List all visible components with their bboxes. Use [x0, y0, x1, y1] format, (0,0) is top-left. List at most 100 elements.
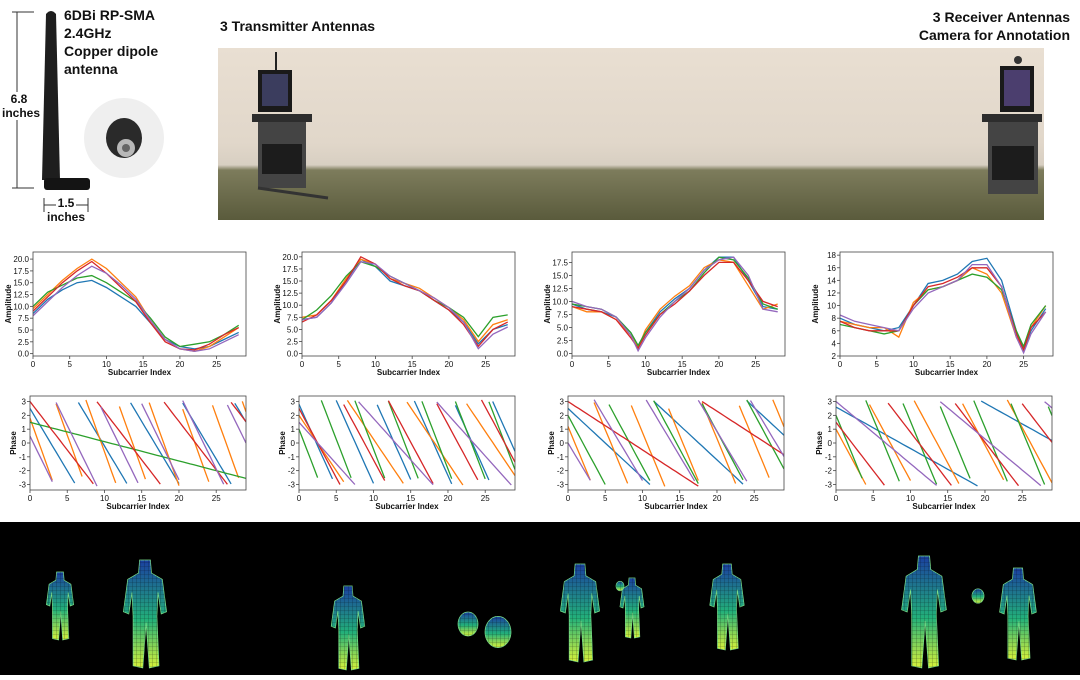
series-line-1 [568, 400, 784, 485]
series-line-2 [836, 399, 1052, 485]
x-tick-label: 10 [102, 360, 111, 369]
x-tick-label: 0 [28, 494, 33, 503]
transmitter-station [252, 52, 329, 200]
y-tick-label: 10.0 [282, 301, 298, 310]
y-tick-label: 5.0 [18, 326, 30, 335]
y-tick-label: -2 [19, 467, 27, 476]
y-tick-label: 4 [832, 339, 837, 348]
y-axis-label: Phase [815, 431, 824, 455]
series-line-3 [836, 400, 1052, 485]
x-tick-label: 5 [65, 494, 70, 503]
mesh-annotation-drawing [46, 555, 1037, 671]
y-tick-label: 2 [291, 411, 296, 420]
x-tick-label: 15 [137, 494, 146, 503]
y-tick-label: 1 [22, 425, 27, 434]
width-unit: inches [46, 210, 85, 224]
antenna-spec-line-1: 6DBi RP-SMA [64, 7, 156, 23]
transmitter-pc [262, 144, 302, 174]
receiver-pc [992, 146, 1034, 180]
series-line-4 [840, 267, 1047, 352]
mesh-object-2 [484, 616, 512, 648]
x-tick-label: 15 [408, 360, 417, 369]
mesh-object-1 [457, 611, 479, 637]
height-value: 6.8 [10, 92, 28, 106]
y-tick-label: 5.0 [287, 325, 299, 334]
x-axis-label: Subcarrier Index [375, 502, 439, 511]
chart-4: 0 5 10 15 20 25 2 4 6 8 10 12 14 16 18 Subcarrier Index… [811, 251, 1054, 377]
receiver-screen [1004, 70, 1030, 106]
series-line-3 [840, 273, 1047, 349]
chart-8: 0 5 10 15 20 25 -3 -2 -1 0 1 2 3 Subcarrier Index Phas… [815, 395, 1053, 511]
x-tick-label: 0 [834, 494, 839, 503]
receiver-station [982, 56, 1042, 194]
antenna-spec-line-3: Copper dipole antenna [64, 43, 159, 77]
series-line-1 [30, 402, 246, 485]
y-tick-label: 17.5 [282, 265, 298, 274]
room-photo [218, 48, 1044, 220]
y-tick-label: 10 [827, 302, 836, 311]
series-line-1 [840, 257, 1047, 352]
x-tick-label: 20 [714, 360, 723, 369]
x-tick-label: 25 [481, 360, 490, 369]
x-tick-label: 25 [751, 360, 760, 369]
y-tick-label: 2 [560, 411, 565, 420]
y-tick-label: 7.5 [287, 313, 299, 322]
mesh-person-5 [999, 567, 1037, 661]
x-tick-label: 25 [212, 494, 221, 503]
chart-series-group [568, 399, 784, 487]
y-tick-label: 0.0 [557, 349, 569, 358]
y-axis-label: Amplitude [273, 284, 282, 324]
x-tick-label: 5 [67, 360, 72, 369]
chart-5: 0 5 10 15 20 25 -3 -2 -1 0 1 2 3 Subcarrier Index Phas… [9, 395, 247, 511]
receiver-heading: 3 Receiver Antennas Camera for Annotatio… [919, 8, 1070, 44]
y-tick-label: -1 [557, 453, 565, 462]
x-tick-label: 25 [481, 494, 490, 503]
y-tick-label: 1 [560, 425, 565, 434]
y-tick-label: 0 [828, 439, 833, 448]
y-tick-label: 20.0 [13, 255, 29, 264]
series-line-1 [299, 400, 515, 485]
y-tick-label: -3 [19, 480, 27, 489]
mesh-person-2 [560, 563, 600, 663]
receiver-camera [1014, 56, 1022, 64]
transmitter-cart-leg [257, 186, 329, 200]
x-tick-label: 15 [943, 494, 952, 503]
receiver-heading-line-2: Camera for Annotation [918, 27, 1070, 43]
x-tick-label: 25 [1019, 360, 1028, 369]
series-line-4 [568, 400, 784, 487]
y-tick-label: 17.5 [552, 258, 568, 267]
y-tick-label: 2 [832, 352, 837, 361]
y-tick-label: 2.5 [18, 338, 30, 347]
chart-series-group [302, 255, 508, 350]
x-axis-label: Subcarrier Index [915, 368, 979, 377]
y-axis-label: Phase [547, 431, 556, 455]
y-axis-label: Phase [278, 431, 287, 455]
series-line-3 [299, 400, 515, 480]
x-tick-label: 10 [638, 494, 647, 503]
series-line-2 [299, 400, 515, 486]
x-tick-label: 10 [641, 360, 650, 369]
chart-frame [32, 251, 247, 357]
x-tick-label: 25 [750, 494, 759, 503]
mesh-person-4 [709, 563, 745, 651]
x-axis-label: Subcarrier Index [106, 502, 170, 511]
y-tick-label: 12.5 [13, 291, 29, 300]
x-axis-label: Subcarrier Index [108, 368, 172, 377]
x-tick-label: 0 [838, 360, 843, 369]
chart-series-group [836, 399, 1052, 487]
series-line-5 [302, 260, 508, 350]
chart-1: 0 5 10 15 20 25 0.0 2.5 5.0 7.5 10.0 12.5 15.0 17.5 20… [4, 251, 247, 377]
y-tick-label: 1 [828, 425, 833, 434]
antenna-drawing [12, 11, 164, 212]
y-tick-label: -1 [288, 453, 296, 462]
x-axis-label: Subcarrier Index [912, 502, 976, 511]
y-tick-label: 15.0 [13, 279, 29, 288]
mesh-person-crouching [330, 585, 366, 671]
antenna-spec: 6DBi RP-SMA 2.4GHz Copper dipole antenna [64, 6, 214, 78]
mesh-person-small-1 [46, 571, 74, 641]
connector-pin [122, 144, 130, 152]
series-line-1 [836, 400, 1052, 487]
x-tick-label: 5 [334, 494, 339, 503]
series-line-3 [30, 421, 246, 480]
x-tick-label: 15 [946, 360, 955, 369]
